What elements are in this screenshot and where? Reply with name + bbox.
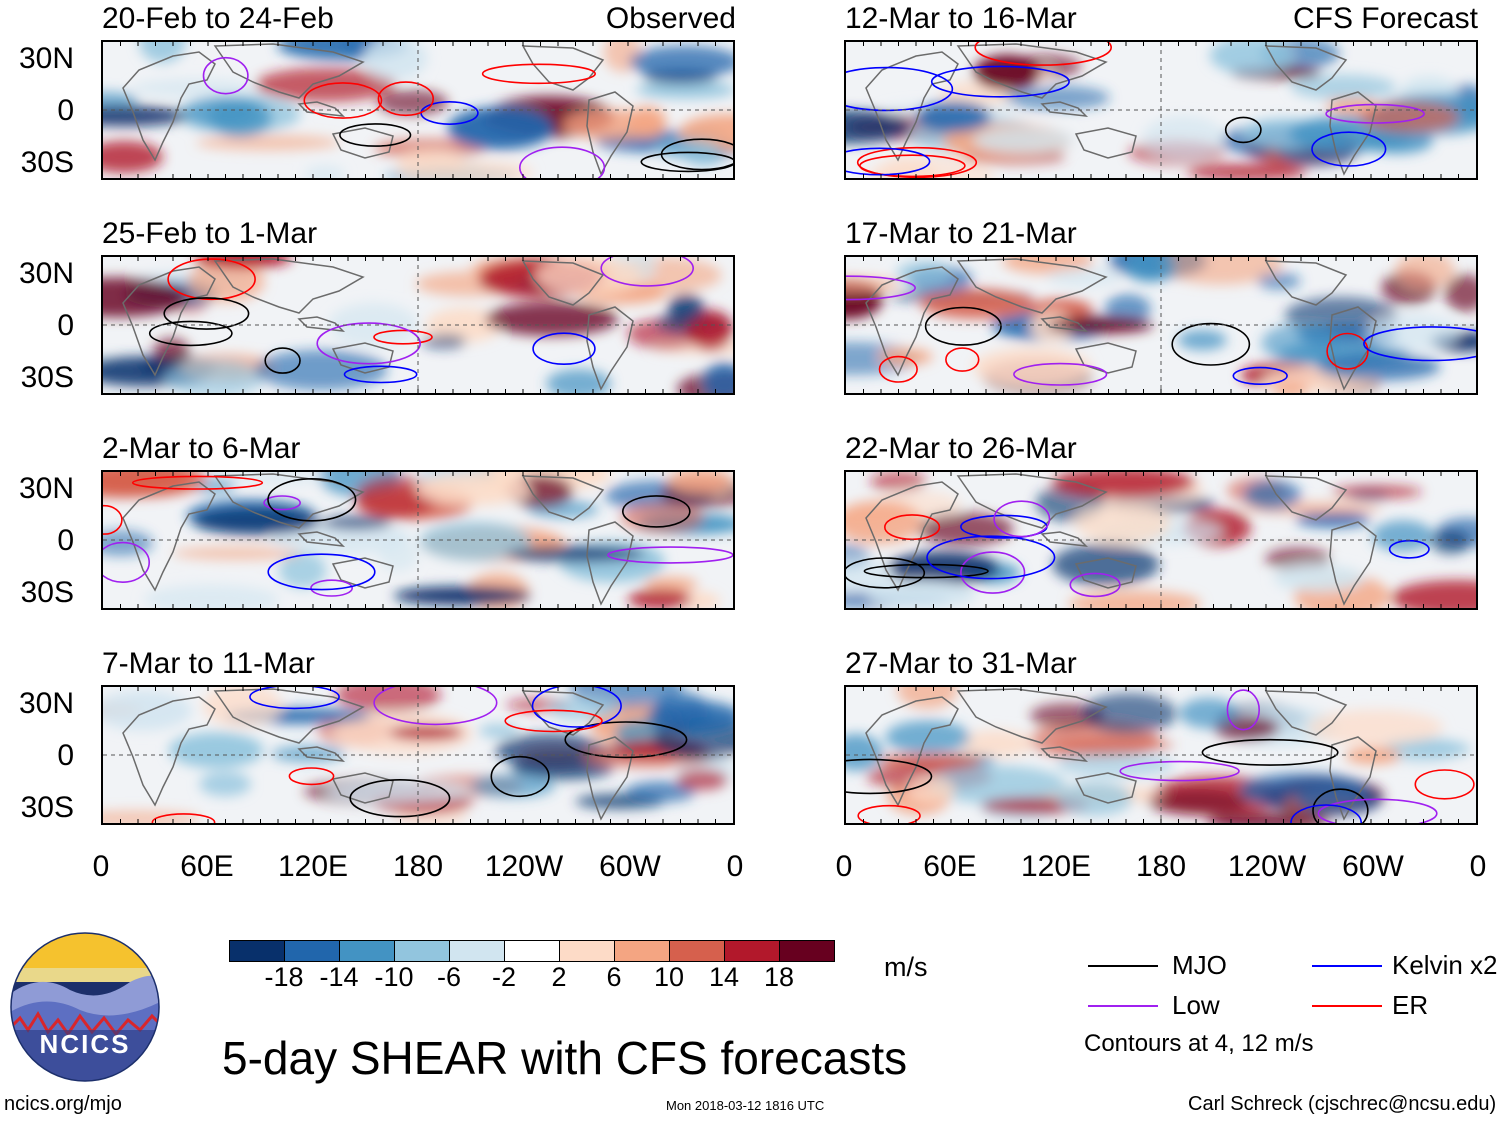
lon-label: 120W <box>484 850 564 883</box>
lon-label: 0 <box>726 850 744 883</box>
legend-label-kelvin: Kelvin x2 <box>1392 950 1498 980</box>
lon-label: 60W <box>1342 850 1404 883</box>
lat-label-eq: 0 <box>57 524 74 557</box>
map-panel-fcst-2 <box>844 255 1478 395</box>
legend-label-low: Low <box>1172 990 1220 1020</box>
legend-line-mjo <box>1088 965 1158 967</box>
lat-label-30s: 30S <box>20 146 74 179</box>
lat-label-30n: 30N <box>18 472 74 505</box>
lon-label: 180 <box>392 850 444 883</box>
lat-label-eq: 0 <box>57 309 74 342</box>
logo-text: NCICS <box>40 1029 131 1059</box>
lat-label-30s: 30S <box>20 791 74 824</box>
colorbar-swatch <box>559 940 615 962</box>
colorbar-tick: -10 <box>374 962 414 992</box>
colorbar-tick: -6 <box>436 962 462 992</box>
lon-label: 120E <box>277 850 349 883</box>
colorbar-tick: 2 <box>551 962 567 992</box>
lon-label: 0 <box>835 850 853 883</box>
map-panel-fcst-3 <box>844 470 1478 610</box>
colorbar-swatch <box>779 940 835 962</box>
map-panel-fcst-1 <box>844 40 1478 180</box>
forecast-label: CFS Forecast <box>1292 2 1478 35</box>
colorbar-swatch <box>504 940 560 962</box>
lon-label: 180 <box>1135 850 1187 883</box>
map-panel-obs-3 <box>101 470 735 610</box>
panel-title-obs-3: 2-Mar to 6-Mar <box>102 432 301 465</box>
lat-label-30n: 30N <box>18 42 74 75</box>
colorbar-swatch <box>339 940 395 962</box>
colorbar-tick: -18 <box>264 962 304 992</box>
lon-label: 60E <box>923 850 977 883</box>
lon-label: 60W <box>599 850 661 883</box>
colorbar-tick: 14 <box>708 962 740 992</box>
lon-label: 0 <box>92 850 110 883</box>
panel-title-obs-2: 25-Feb to 1-Mar <box>102 217 318 250</box>
footer-url: ncics.org/mjo <box>4 1093 122 1115</box>
legend-line-low <box>1088 1005 1158 1007</box>
lat-label-30n: 30N <box>18 257 74 290</box>
lat-label-30s: 30S <box>20 361 74 394</box>
footer-timestamp: Mon 2018-03-12 1816 UTC <box>666 1098 825 1113</box>
panel-title-fcst-3: 22-Mar to 26-Mar <box>845 432 1077 465</box>
panel-title-fcst-4: 27-Mar to 31-Mar <box>845 647 1077 680</box>
observed-label: Observed <box>605 2 736 35</box>
panel-title-obs-4: 7-Mar to 11-Mar <box>102 647 315 680</box>
panel-title-obs-1: 20-Feb to 24-Feb <box>102 2 334 35</box>
lon-label: 120W <box>1227 850 1307 883</box>
legend-line-kelvin <box>1312 965 1382 967</box>
lat-label-30n: 30N <box>18 687 74 720</box>
colorbar-swatch <box>449 940 505 962</box>
units-label: m/s <box>884 952 928 982</box>
panel-title-fcst-1: 12-Mar to 16-Mar <box>845 2 1077 35</box>
colorbar-tick: -2 <box>491 962 517 992</box>
footer-author: Carl Schreck (cjschrec@ncsu.edu) <box>1188 1093 1497 1115</box>
colorbar-swatch <box>614 940 670 962</box>
chart-title: 5-day SHEAR with CFS forecasts <box>222 1032 908 1084</box>
map-panel-fcst-4 <box>844 685 1478 825</box>
lat-label-30s: 30S <box>20 576 74 609</box>
lat-label-eq: 0 <box>57 739 74 772</box>
colorbar-swatch <box>394 940 450 962</box>
map-panel-obs-1 <box>101 40 735 180</box>
legend-label-er: ER <box>1392 990 1429 1020</box>
legend-label-mjo: MJO <box>1172 950 1227 980</box>
colorbar-tick: 18 <box>763 962 795 992</box>
colorbar-tick: 10 <box>653 962 685 992</box>
contour-note: Contours at 4, 12 m/s <box>1084 1030 1314 1057</box>
map-panel-obs-4 <box>101 685 735 825</box>
legend-line-er <box>1312 1005 1382 1007</box>
colorbar-swatch <box>284 940 340 962</box>
ncics-logo: NCICS <box>10 932 160 1082</box>
colorbar-tick: 6 <box>606 962 622 992</box>
colorbar-tick: -14 <box>319 962 359 992</box>
panel-title-fcst-2: 17-Mar to 21-Mar <box>845 217 1077 250</box>
lon-label: 120E <box>1020 850 1092 883</box>
map-panel-obs-2 <box>101 255 735 395</box>
colorbar-swatch <box>669 940 725 962</box>
lon-label: 0 <box>1469 850 1487 883</box>
lon-label: 60E <box>180 850 234 883</box>
lat-label-eq: 0 <box>57 94 74 127</box>
colorbar-swatch <box>229 940 285 962</box>
colorbar-swatch <box>724 940 780 962</box>
